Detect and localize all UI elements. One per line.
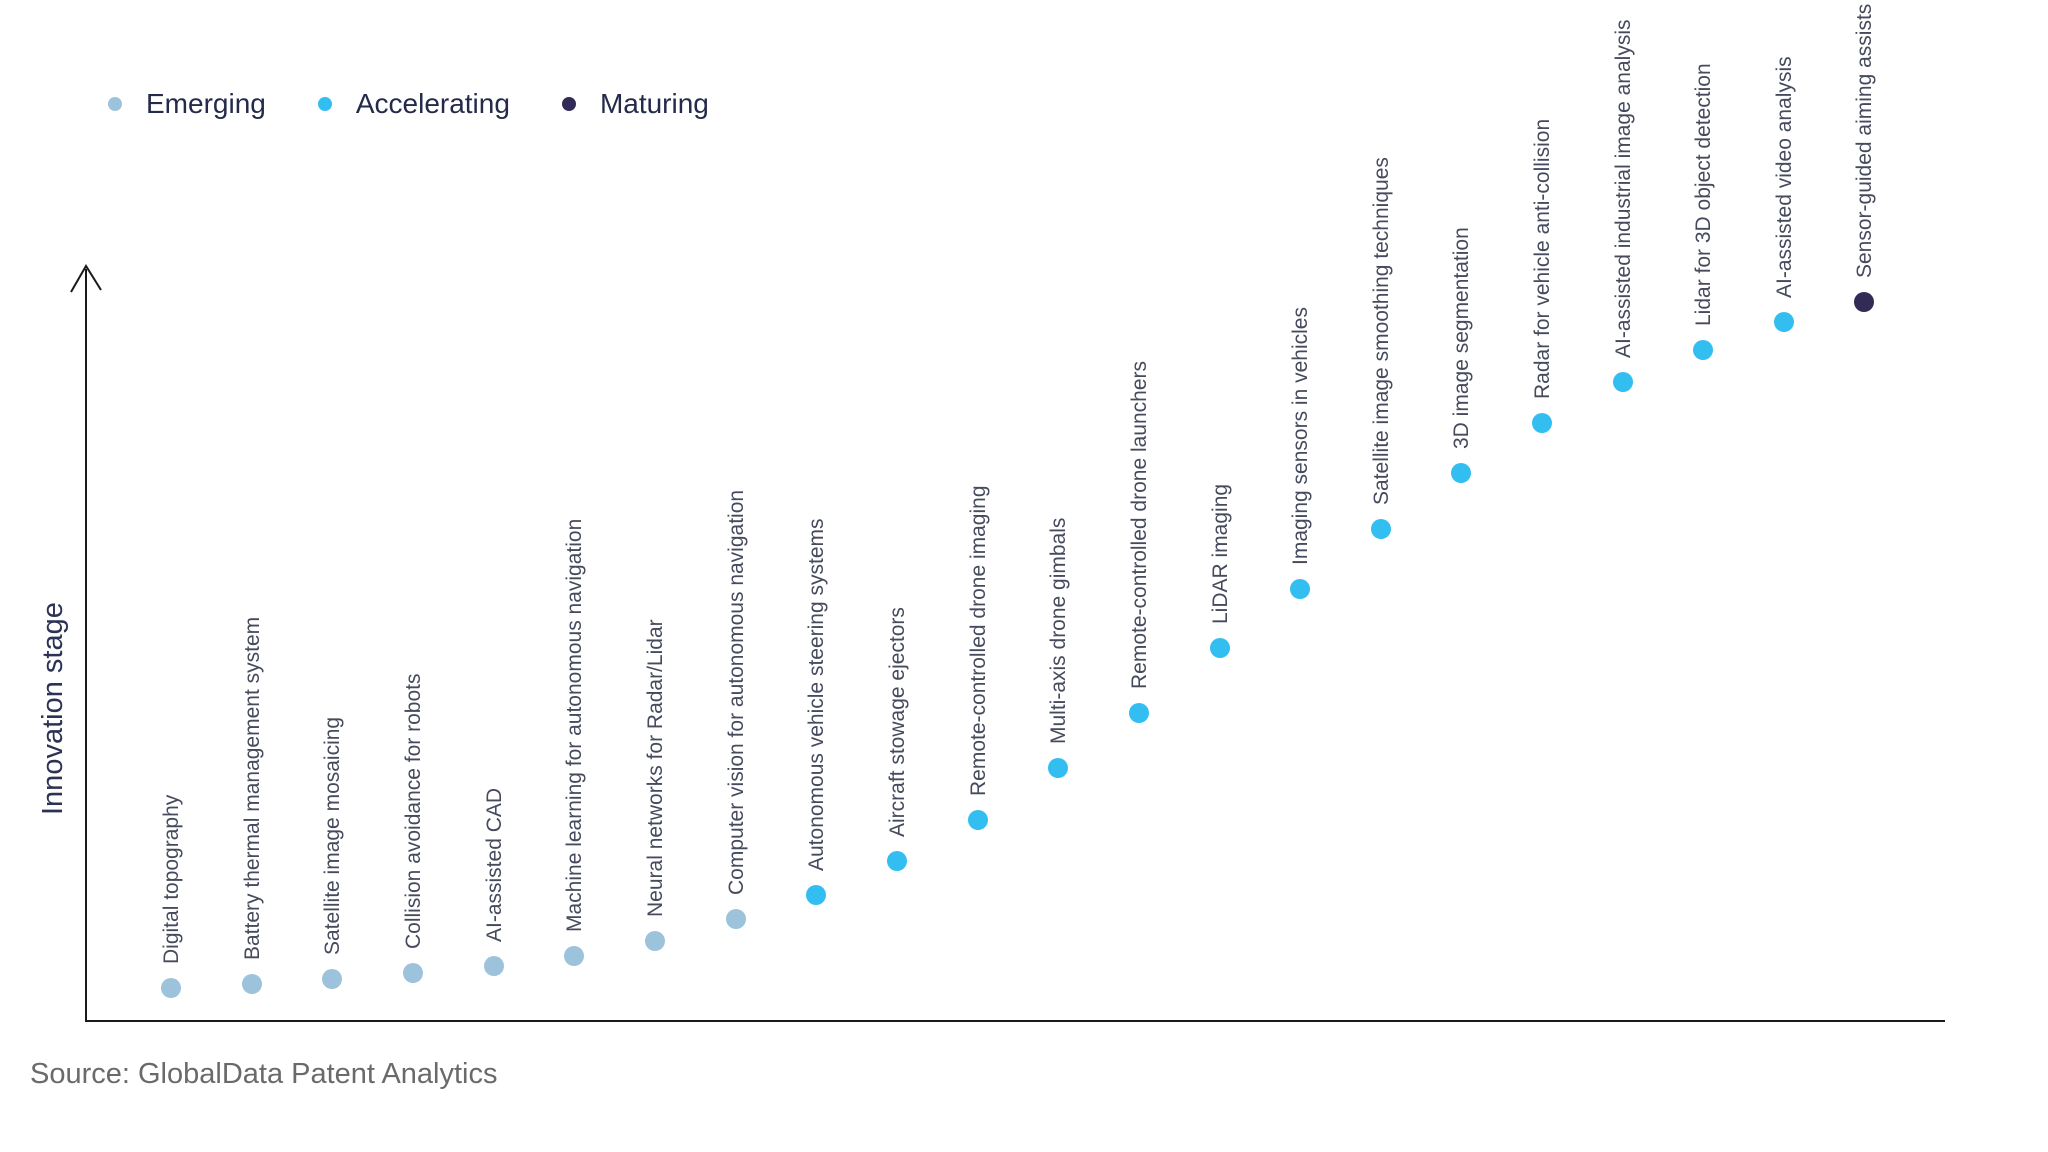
data-point-dot (484, 956, 504, 976)
data-point-dot (1774, 312, 1794, 332)
data-point-label: AI-assisted video analysis (1773, 56, 1796, 298)
legend-label-accelerating: Accelerating (355, 88, 510, 119)
x-axis-line (85, 1020, 1945, 1022)
data-point-dot (403, 963, 423, 983)
source-note: Source: GlobalData Patent Analytics (30, 1058, 498, 1090)
legend-item-maturing: Maturing (561, 88, 709, 120)
data-point-dot (1613, 372, 1633, 392)
data-point-dot (726, 909, 746, 929)
data-point-label: Satellite image mosaicing (321, 716, 344, 955)
y-axis-label: Innovation stage (37, 602, 69, 815)
data-point-label: Battery thermal management system (241, 616, 264, 960)
y-axis-line (85, 269, 87, 1021)
data-point-label: Digital topography (160, 794, 183, 964)
data-point-dot (1210, 638, 1230, 658)
emerging-dot-icon (108, 97, 122, 111)
data-point-label: Computer vision for autonomous navigatio… (725, 489, 748, 895)
data-point-label: Neural networks for Radar/Lidar (644, 619, 667, 917)
data-point-label: AI-assisted industrial image analysis (1612, 19, 1635, 358)
data-point-dot (887, 851, 907, 871)
legend-label-emerging: Emerging (146, 88, 266, 119)
data-point-label: AI-assisted CAD (483, 787, 506, 942)
data-point-dot (1854, 292, 1874, 312)
accelerating-dot-icon (317, 97, 332, 111)
data-point-dot (1532, 413, 1552, 433)
data-point-dot (1290, 579, 1310, 599)
data-point-label: Multi-axis drone gimbals (1047, 517, 1070, 744)
data-point-label: Remote-controlled drone imaging (967, 485, 990, 797)
data-point-label: 3D image segmentation (1450, 227, 1473, 449)
data-point-dot (1451, 463, 1471, 483)
data-point-label: Lidar for 3D object detection (1692, 63, 1715, 326)
legend-item-accelerating: Accelerating (317, 88, 510, 120)
legend-item-emerging: Emerging (108, 88, 266, 120)
data-point-label: Sensor-guided aiming assists (1853, 3, 1876, 278)
data-point-label: Machine learning for autonomous navigati… (563, 518, 586, 932)
maturing-dot-icon (561, 97, 576, 111)
data-point-dot (968, 810, 988, 830)
data-point-label: LiDAR imaging (1209, 483, 1232, 624)
data-point-dot (161, 978, 181, 998)
data-point-dot (1129, 703, 1149, 723)
data-point-dot (806, 885, 826, 905)
data-point-dot (322, 969, 342, 989)
y-axis-arrow-icon (70, 264, 102, 293)
legend: Emerging Accelerating Maturing (108, 88, 709, 120)
data-point-label: Collision avoidance for robots (402, 673, 425, 949)
data-point-dot (564, 946, 584, 966)
data-point-dot (1048, 758, 1068, 778)
data-point-dot (1693, 340, 1713, 360)
data-point-label: Autonomous vehicle steering systems (805, 518, 828, 872)
data-point-label: Aircraft stowage ejectors (886, 607, 909, 837)
data-point-dot (645, 931, 665, 951)
data-point-label: Imaging sensors in vehicles (1289, 307, 1312, 565)
data-point-label: Remote-controlled drone launchers (1128, 360, 1151, 689)
data-point-dot (242, 974, 262, 994)
legend-label-maturing: Maturing (599, 88, 709, 119)
data-point-dot (1371, 519, 1391, 539)
data-point-label: Radar for vehicle anti-collision (1531, 118, 1554, 399)
data-point-label: Satellite image smoothing techniques (1370, 157, 1393, 505)
